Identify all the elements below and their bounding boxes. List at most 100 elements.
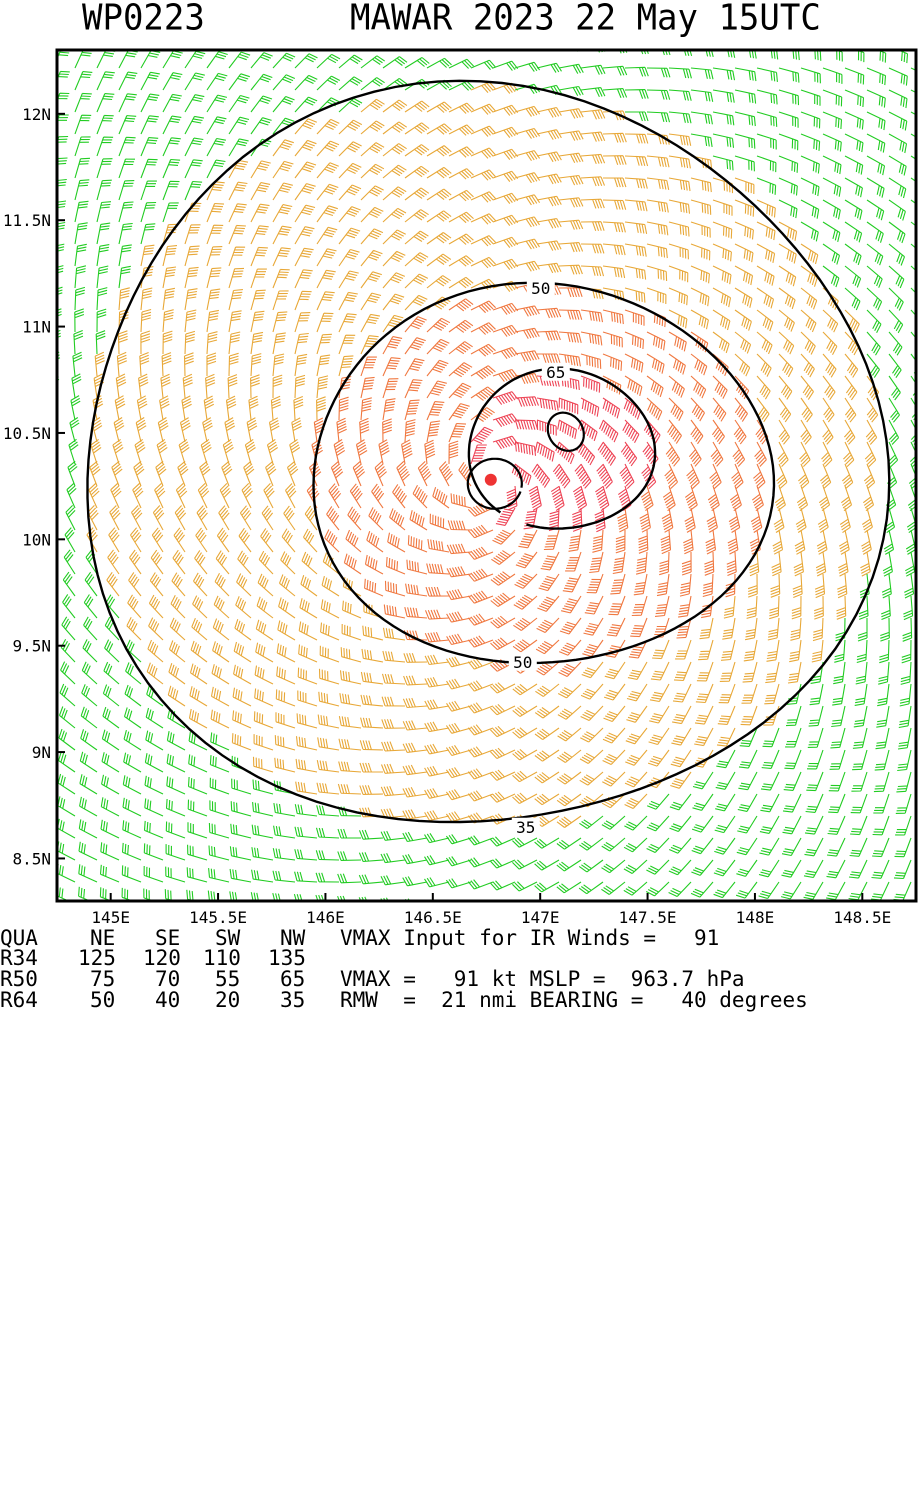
wind-barb — [35, 886, 53, 904]
wind-barb — [360, 292, 382, 311]
wind-barb — [294, 290, 312, 311]
wind-barb — [404, 606, 428, 619]
wind-barb — [492, 391, 519, 405]
wind-barb — [560, 595, 582, 614]
wind-barb — [424, 855, 450, 866]
wind-barb — [778, 133, 799, 151]
wind-barb — [668, 243, 689, 260]
wind-barb — [339, 33, 363, 46]
wind-barb — [272, 892, 281, 901]
wind-barb — [514, 194, 541, 206]
wind-barb — [116, 351, 128, 377]
wind-barb — [800, 309, 817, 333]
wind-barb — [70, 395, 81, 421]
wind-barb — [635, 551, 648, 575]
wind-barb — [96, 93, 115, 113]
wind-barb — [781, 859, 802, 878]
wind-barb — [836, 595, 847, 620]
wind-barb — [257, 573, 274, 597]
wind-barb — [225, 395, 237, 421]
wind-barb — [162, 309, 174, 333]
wind-barb — [668, 177, 691, 192]
wind-barb — [424, 743, 450, 755]
wind-barb — [668, 287, 688, 306]
wind-barb — [403, 653, 428, 663]
wind-barb — [901, 639, 912, 664]
wind-barb — [646, 837, 670, 853]
wind-barb — [734, 287, 753, 308]
wind-barb — [122, 820, 142, 839]
wind-barb — [162, 245, 178, 267]
wind-barb — [800, 397, 813, 423]
contour-label-65: 65 — [546, 363, 565, 382]
wind-barb — [426, 338, 450, 355]
wind-barb — [164, 889, 177, 901]
wind-barb — [228, 203, 247, 223]
wind-barb — [140, 158, 158, 179]
wind-barb — [490, 571, 516, 586]
wind-barb — [294, 312, 311, 333]
wind-barb — [602, 199, 627, 210]
wind-barb — [490, 725, 516, 738]
wind-barb — [250, 289, 266, 311]
wind-barb — [851, 771, 868, 792]
r50-se: 70 — [155, 967, 181, 991]
wind-barb — [536, 106, 562, 118]
wind-barb — [235, 596, 252, 619]
wind-barb — [853, 705, 868, 728]
wind-barb — [712, 221, 733, 239]
wind-barb — [684, 507, 696, 533]
wind-barb — [316, 75, 341, 91]
wind-barb — [778, 419, 790, 445]
wind-barb — [44, 505, 53, 530]
wind-barb — [690, 89, 714, 102]
wind-barb — [118, 244, 132, 267]
wind-barb — [426, 317, 451, 333]
wind-barb — [813, 50, 822, 61]
wind-barb — [339, 670, 362, 685]
wind-barb — [888, 287, 904, 311]
wind-barb — [639, 507, 651, 533]
wind-barb — [345, 529, 362, 553]
wind-barb — [294, 353, 308, 377]
wind-barb — [338, 54, 363, 69]
wind-barb — [888, 155, 907, 176]
wind-barb — [489, 858, 516, 869]
wind-barb — [412, 484, 428, 509]
wind-barb — [448, 276, 474, 289]
wind-barb — [74, 286, 86, 311]
wind-barb — [206, 309, 220, 333]
wind-barb — [467, 835, 494, 846]
wind-barb — [99, 864, 120, 883]
wind-barb — [749, 551, 760, 577]
wind-barb — [865, 419, 878, 445]
wind-barb — [536, 240, 562, 251]
wind-barb — [762, 727, 780, 748]
wind-barb — [580, 64, 606, 75]
wind-barb — [426, 145, 452, 157]
wind-barb — [601, 815, 626, 830]
wind-barb — [814, 573, 826, 599]
wind-barb — [136, 395, 148, 421]
wind-barb — [359, 762, 384, 773]
wind-barb — [316, 53, 341, 69]
wind-barb — [401, 439, 413, 465]
wind-barb — [536, 151, 562, 163]
wind-barb — [124, 684, 142, 707]
wind-barb — [662, 485, 676, 512]
wind-barb — [558, 152, 584, 164]
wind-barb — [844, 331, 860, 356]
wind-barb — [778, 243, 797, 264]
wind-barb — [881, 573, 892, 599]
y-tick-label: 9.5N — [12, 637, 51, 656]
wind-barb — [579, 749, 604, 764]
wind-barb — [382, 650, 406, 663]
wind-barb — [492, 126, 519, 138]
wind-barb — [754, 441, 767, 467]
r64-se: 40 — [155, 988, 181, 1012]
wind-barb — [857, 618, 868, 642]
wind-barb — [57, 863, 76, 883]
wind-barb — [358, 874, 384, 885]
wind-barb — [241, 483, 253, 509]
wind-barb — [888, 441, 899, 467]
